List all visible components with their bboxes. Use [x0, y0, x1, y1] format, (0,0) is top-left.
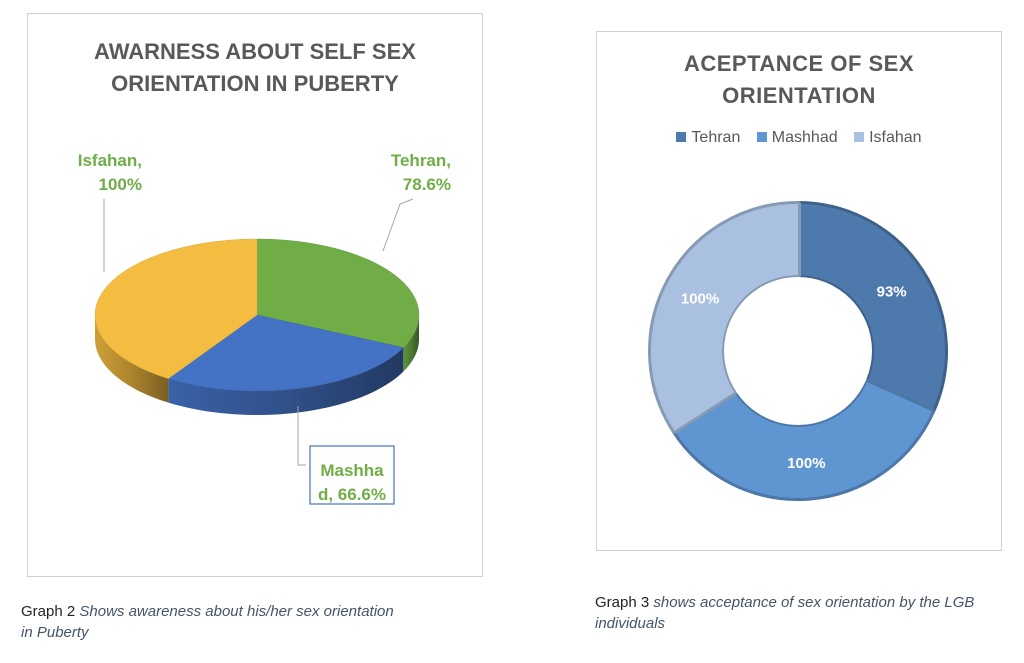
legend-label-mashhad: Mashhad — [771, 129, 838, 146]
data-label-box-mashhad — [309, 445, 395, 505]
legend-item-isfahan: Isfahan — [854, 129, 922, 147]
leader-line-mashhad — [297, 406, 306, 466]
doughnut-legend: Tehran Mashhad Isfahan — [597, 129, 1001, 147]
legend-swatch-isfahan — [854, 132, 865, 142]
legend-swatch-tehran — [676, 132, 687, 142]
doughnut-chart-title-line-1: ACEPTANCE OF SEX — [683, 51, 915, 76]
doughnut-slice-fill-isfahan — [651, 204, 798, 431]
legend-label-tehran: Tehran — [691, 129, 741, 146]
legend-item-tehran: Tehran — [676, 129, 740, 147]
pie-chart-title-line-2: ORIENTATION IN PUBERTY — [111, 71, 399, 96]
legend-label-isfahan: Isfahan — [869, 129, 922, 146]
pie-slice-isfahan — [94, 238, 258, 379]
doughnut-hole — [724, 277, 872, 425]
caption-graph-3-prefix: Graph 3 — [595, 594, 654, 611]
doughnut-chart-title: ACEPTANCE OF SEX ORIENTATION — [597, 48, 1001, 112]
pie-slice-tehran — [256, 238, 420, 348]
data-label-isfahan-line-1: Isfahan, — [78, 151, 142, 170]
pie-chart-title: AWARNESS ABOUT SELF SEX ORIENTATION IN P… — [28, 36, 482, 100]
caption-graph-3: Graph 3 shows acceptance of sex orientat… — [595, 592, 1005, 634]
caption-graph-3-text-2: individuals — [595, 615, 666, 632]
doughnut-chart-svg: 93% 100% 100% — [648, 201, 948, 501]
legend-item-mashhad: Mashhad — [756, 129, 838, 147]
pie-top — [94, 238, 420, 392]
caption-graph-2-prefix: Graph 2 — [21, 603, 80, 620]
doughnut-chart-title-line-2: ORIENTATION — [722, 83, 876, 108]
doughnut-label-mashhad: 100% — [787, 455, 825, 472]
doughnut-label-tehran: 93% — [877, 283, 907, 300]
leader-line-tehran — [382, 198, 414, 252]
caption-graph-2: Graph 2 Shows awareness about his/her se… — [21, 601, 451, 643]
pie-chart-svg: Tehran, 78.6% Mashha d, 66.6% Isfahan, 100% — [78, 151, 451, 505]
data-label-mashhad-line-2: d, 66.6% — [318, 485, 386, 504]
pie-side-tehran — [403, 315, 419, 372]
doughnut-slice-fill-tehran — [798, 204, 945, 412]
caption-graph-2-text-1: Shows awareness about his/her sex orient… — [79, 603, 394, 620]
legend-swatch-mashhad — [756, 132, 767, 142]
doughnut-slice-fill-mashhad — [674, 382, 933, 498]
doughnut-chart-panel: ACEPTANCE OF SEX ORIENTATION Tehran Mash… — [596, 31, 1002, 551]
pie-sides — [95, 315, 419, 415]
data-label-tehran-line-1: Tehran, — [391, 151, 451, 170]
data-label-tehran-line-2: 78.6% — [403, 175, 451, 194]
pie-chart-title-line-1: AWARNESS ABOUT SELF SEX — [94, 39, 416, 64]
pie-side-isfahan — [95, 315, 169, 403]
caption-graph-3-text-1: shows acceptance of sex orientation by t… — [653, 594, 975, 611]
data-label-mashhad-line-1: Mashha — [320, 461, 384, 480]
pie-slice-mashhad — [167, 314, 404, 392]
pie-side-mashhad — [168, 347, 404, 415]
data-label-isfahan-line-2: 100% — [99, 175, 142, 194]
caption-graph-2-text-2: in Puberty — [21, 624, 89, 641]
pie-chart-panel: AWARNESS ABOUT SELF SEX ORIENTATION IN P… — [27, 13, 483, 577]
doughnut-label-isfahan: 100% — [681, 291, 719, 308]
